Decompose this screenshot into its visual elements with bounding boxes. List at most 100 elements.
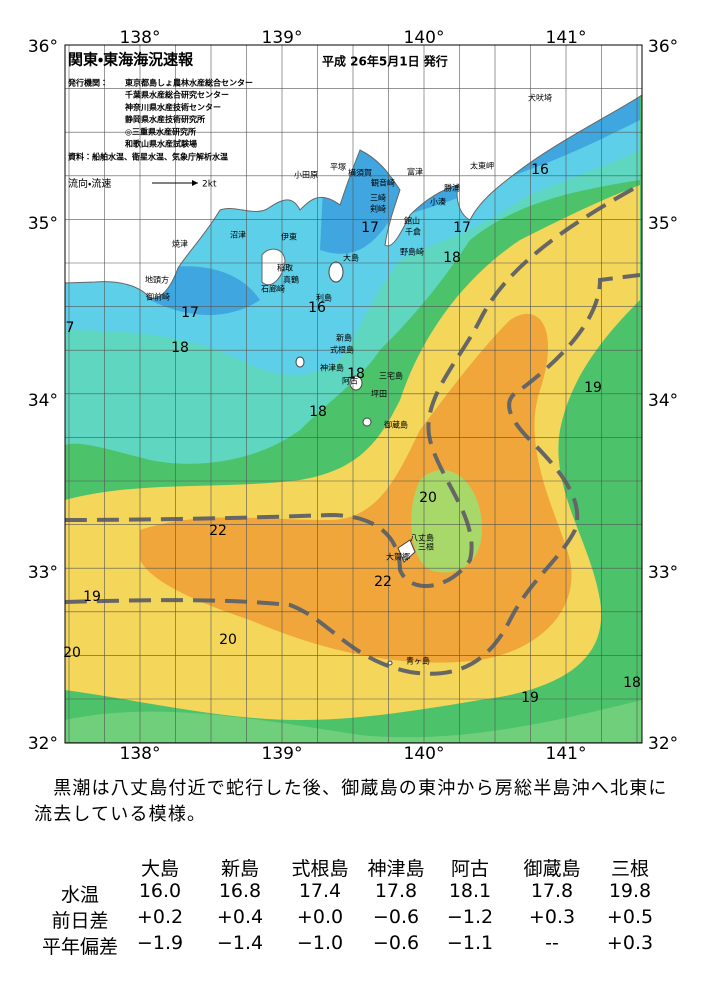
isotherm-label: 17 <box>181 305 199 321</box>
table-cell: +0.3 <box>528 906 576 928</box>
table-cell: −1.2 <box>446 906 494 928</box>
isotherm-label: 18 <box>443 250 461 266</box>
table-cell: −0.6 <box>372 932 420 954</box>
longitude-label: 138° <box>120 28 161 48</box>
place-name: 御蔵島 <box>384 420 408 430</box>
map-frame <box>64 44 643 744</box>
place-name: 千倉 <box>405 227 421 237</box>
place-name: 阿古 <box>342 376 358 386</box>
place-name: 館山 <box>404 216 420 226</box>
issuer: 神奈川県水産技術センター <box>124 102 221 112</box>
place-name: 三崎 <box>370 193 386 203</box>
longitude-label: 140° <box>404 28 445 48</box>
isotherm-label: 17 <box>453 220 471 236</box>
place-name: 地頭方 <box>145 275 169 285</box>
flow-scale: 2kt <box>202 180 217 190</box>
latitude-label: 32° <box>28 734 58 754</box>
place-name: 坪田 <box>371 390 387 399</box>
latitude-label: 35° <box>28 214 58 234</box>
table-cell: 17.8 <box>530 880 574 902</box>
place-name: 青ヶ島 <box>406 656 430 666</box>
column-header: 大島 <box>140 858 180 880</box>
issuer: 千葉県水産総合研究センター <box>125 90 229 100</box>
isotherm-label: 16 <box>531 162 549 178</box>
place-name: 勝浦 <box>444 183 460 193</box>
place-name: 新島 <box>336 333 352 343</box>
table-cell: 18.1 <box>448 880 492 902</box>
issuers-label: 発行機関： <box>67 78 108 88</box>
column-header: 三根 <box>610 858 650 880</box>
issuer: 東京都島しょ農林水産総合センター <box>125 78 253 88</box>
map: 関東・東海海況速報 平成 26年5月1日 発行 発行機関： 東京都島しょ農林水産… <box>28 28 678 764</box>
latitude-label: 36° <box>28 37 58 57</box>
place-name: 富津 <box>407 167 423 177</box>
table-cell: −1.9 <box>136 932 184 954</box>
latitude-label: 34° <box>28 391 58 411</box>
place-name: 犬吠埼 <box>528 93 552 103</box>
labels: 138° 138° 139° 139° 140° 140° 141° 141° 36° 36° 35… <box>28 28 678 764</box>
issuer-list: 東京都島しょ農林水産総合センター千葉県水産総合研究センター神奈川県水産技術センタ… <box>124 78 253 149</box>
latitude-label: 33° <box>28 563 58 583</box>
isotherm-label: 7 <box>66 320 75 336</box>
row-header: 前日差 <box>51 910 109 932</box>
table-cell: +0.0 <box>296 906 344 928</box>
longitude-label: 141° <box>546 744 587 764</box>
table-cell: +0.5 <box>606 906 654 928</box>
place-name: 御前崎 <box>146 292 170 302</box>
place-name: 大賀郷 <box>386 552 410 562</box>
table-cell: 16.8 <box>218 880 262 902</box>
column-header: 阿古 <box>450 858 490 880</box>
flow-label: 流向・流速 <box>68 177 111 190</box>
place-name: 伊東 <box>281 232 297 242</box>
place-name: 焼津 <box>172 239 188 249</box>
place-name: 三宅島 <box>379 371 403 381</box>
place-name: 真鶴 <box>283 275 299 285</box>
sources: 資料：船舶水温、衛星水温、気象庁解析水温 <box>68 152 228 162</box>
table-cell: 17.8 <box>374 880 418 902</box>
place-name: 八丈島 <box>410 533 434 543</box>
latitude-label: 33° <box>648 563 678 583</box>
table-cell: −1.4 <box>216 932 264 954</box>
table-cell: −1.0 <box>296 932 344 954</box>
place-name: 太東岬 <box>470 161 494 171</box>
description: 黒潮は八丈島付近で蛇行した後、御蔵島の東沖から房総半島沖へ北東に流去している模様… <box>34 778 668 825</box>
place-name: 横須賀 <box>348 168 372 178</box>
isotherm-label: 20 <box>63 645 81 661</box>
latitude-label: 32° <box>648 734 678 754</box>
longitude-label: 139° <box>262 28 303 48</box>
issuer: ◎三重県水産研究所 <box>125 126 196 136</box>
place-name: 小田原 <box>294 171 318 180</box>
isotherm-label: 19 <box>521 690 539 706</box>
place-name: 式根島 <box>330 345 354 355</box>
row-header: 平年偏差 <box>41 936 119 958</box>
column-header: 神津島 <box>367 858 425 880</box>
longitude-label: 139° <box>262 744 303 764</box>
longitude-label: 141° <box>546 28 587 48</box>
place-name: 観音崎 <box>371 178 395 188</box>
place-name: 平塚 <box>330 163 346 172</box>
isotherm-label: 18 <box>347 366 365 382</box>
isotherm-label: 20 <box>419 490 437 506</box>
place-name: 三根 <box>418 542 434 552</box>
place-name: 大島 <box>343 253 359 263</box>
isotherm-label: 16 <box>308 300 326 316</box>
place-name: 小湊 <box>430 197 446 207</box>
place-name: 沼津 <box>230 230 246 240</box>
place-name: 利島 <box>316 293 332 303</box>
issuer: 静岡県水産技術研究所 <box>125 114 205 124</box>
table-cell: +0.3 <box>606 932 654 954</box>
isotherm-label: 18 <box>623 675 641 691</box>
latitude-label: 34° <box>648 391 678 411</box>
issue-date: 平成 26年5月1日 発行 <box>322 54 448 69</box>
table-cell: −0.6 <box>372 906 420 928</box>
sea-surface <box>65 45 642 743</box>
isotherm-label: 18 <box>309 404 327 420</box>
table-cell: 19.8 <box>608 880 652 902</box>
column-header: 式根島 <box>291 858 349 880</box>
isotherm-label: 22 <box>209 523 227 539</box>
isotherm-label: 19 <box>584 380 602 396</box>
column-header: 新島 <box>220 858 260 880</box>
place-name: 野島崎 <box>400 247 424 257</box>
isotherm-label: 22 <box>374 574 392 590</box>
